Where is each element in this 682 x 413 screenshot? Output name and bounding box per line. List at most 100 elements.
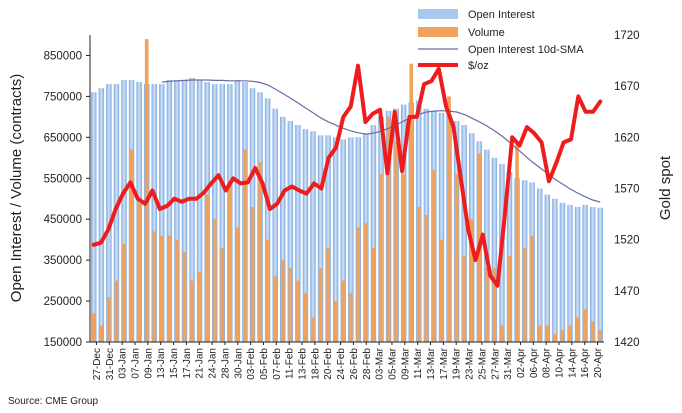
x-tick-label: 25-Mar [477, 347, 488, 379]
open-interest-bar [438, 112, 445, 342]
line-layer [91, 63, 603, 288]
volume-bar [462, 256, 466, 342]
price-line [91, 63, 603, 288]
open-interest-bar [332, 137, 339, 342]
volume-bar [575, 317, 580, 342]
x-tick-label: 24-Feb [336, 348, 347, 380]
volume-bar [590, 321, 595, 342]
x-tick-label: 24-Jan [208, 348, 219, 379]
y-tick-label: 550000 [44, 173, 82, 185]
volume-bar [250, 206, 255, 342]
volume-bar [280, 260, 285, 342]
volume-bar [318, 268, 323, 342]
volume-bar [394, 141, 398, 342]
open-interest-bar [234, 80, 241, 342]
open-interest-bar [370, 125, 377, 342]
x-tick-label: 09-Mar [400, 347, 411, 379]
legend-label-sma: Open Interest 10d-SMA [468, 44, 584, 56]
open-interest-bar [91, 92, 97, 342]
volume-bar [197, 272, 202, 342]
x-tick-label: 30-Jan [233, 348, 244, 379]
x-tick-label: 05-Feb [259, 348, 270, 380]
volume-bar [432, 170, 436, 342]
volume-bar [409, 63, 414, 343]
x-tick-label: 27-Mar [490, 347, 501, 379]
volume-bar [454, 174, 459, 342]
x-tick-label: 20-Feb [323, 348, 334, 380]
volume-bar [401, 174, 406, 342]
x-tick-label: 06-Apr [529, 347, 540, 378]
open-interest-bar [113, 84, 120, 343]
volume-bar [91, 313, 96, 342]
volume-bar [530, 235, 535, 342]
open-interest-bar [589, 206, 596, 342]
y2-tick-label: 1670 [614, 81, 640, 93]
axes-layer [89, 35, 604, 343]
open-interest-bar [121, 80, 127, 342]
volume-bar [341, 280, 346, 342]
x-tick-label: 26-Feb [349, 348, 360, 380]
volume-bar [137, 202, 141, 342]
legend-swatch-volume [418, 27, 458, 37]
volume-bar [303, 292, 308, 342]
y2-tick-label: 1470 [614, 286, 640, 298]
volume-bar [175, 239, 179, 342]
x-tick-label: 14-Apr [567, 347, 578, 378]
volume-bar [447, 96, 451, 343]
volume-bar [99, 325, 104, 342]
x-tick-label: 07-Jan [131, 348, 142, 379]
legend: Open Interest Volume Open Interest 10d-S… [418, 9, 584, 72]
y-tick-label: 650000 [44, 132, 82, 144]
y-tick-label: 750000 [44, 91, 82, 103]
volume-bar [288, 268, 293, 342]
x-tick-label: 15-Jan [169, 348, 180, 379]
volume-bar [371, 247, 376, 342]
volume-bar [379, 174, 383, 342]
y-tick-label: 450000 [44, 214, 82, 226]
x-tick-label: 02-Apr [516, 347, 527, 378]
x-tick-label: 18-Feb [310, 348, 321, 380]
x-tick-label: 27-Dec [92, 348, 103, 380]
open-interest-bar [151, 84, 157, 343]
open-interest-bar [310, 131, 316, 342]
volume-bar [583, 309, 587, 342]
volume-bar [424, 215, 429, 342]
open-interest-bar [287, 120, 294, 343]
legend-label-volume: Volume [468, 27, 505, 39]
open-interest-bar [302, 129, 309, 342]
open-interest-bar [196, 80, 203, 342]
volume-bar [273, 276, 278, 342]
volume-bar [190, 280, 194, 342]
y-tick-label: 350000 [44, 255, 82, 267]
bar-layer [91, 39, 603, 343]
x-tick-label: 03-Mar [375, 347, 386, 379]
x-tick-label: 20-Apr [593, 347, 604, 378]
volume-bar [159, 235, 164, 342]
volume-bar [469, 219, 474, 342]
open-interest-bar [537, 188, 543, 342]
open-interest-bar [264, 98, 271, 343]
volume-bar [167, 235, 172, 342]
open-interest-bar [325, 135, 331, 342]
volume-bar [311, 317, 315, 342]
x-tick-label: 16-Apr [580, 347, 591, 378]
y2-tick-label: 1620 [614, 132, 640, 144]
volume-bar [265, 239, 270, 342]
y2-axis-ticks: 1420 1470 1520 1570 1620 1670 1720 [614, 30, 640, 349]
open-interest-bar [106, 84, 112, 343]
volume-bar [598, 329, 603, 342]
open-interest-bar [340, 139, 346, 342]
volume-bar [114, 280, 119, 342]
y2-tick-label: 1520 [614, 235, 640, 247]
volume-bar [326, 247, 330, 342]
volume-bar [515, 141, 519, 342]
y-axis-label: Open Interest / Volume (contracts) [8, 74, 25, 302]
open-interest-bar [272, 108, 278, 343]
open-interest-bar [280, 116, 286, 342]
x-tick-label: 03-Feb [246, 348, 257, 380]
x-axis-ticks: 27-Dec 31-Dec 03-Jan 07-Jan 09-Jan 13-Jan 15-J… [92, 342, 604, 380]
volume-bar [356, 227, 361, 342]
volume-bar [122, 243, 126, 342]
volume-bar [485, 268, 489, 342]
volume-bar [537, 325, 542, 342]
